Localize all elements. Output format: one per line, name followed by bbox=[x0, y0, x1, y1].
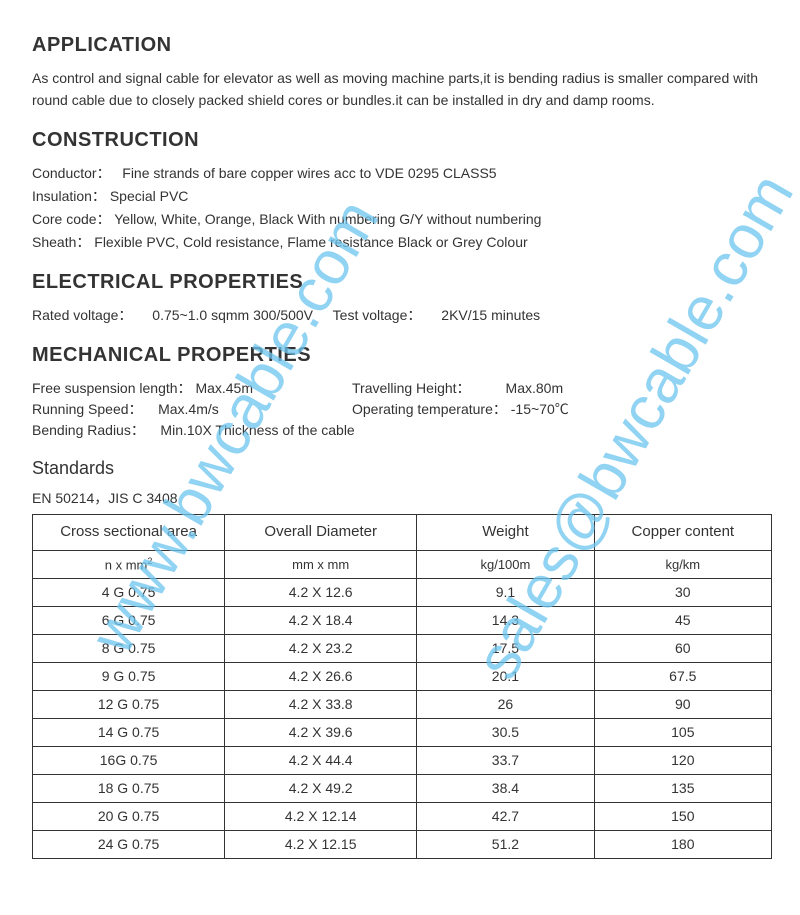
table-cell: 20.1 bbox=[417, 663, 594, 691]
table-row: 8 G 0.754.2 X 23.217.560 bbox=[33, 635, 772, 663]
table-cell: 4.2 X 44.4 bbox=[225, 747, 417, 775]
height-value: Max.80m bbox=[506, 380, 564, 396]
table-cell: 60 bbox=[594, 635, 771, 663]
table-cell: 17.5 bbox=[417, 635, 594, 663]
application-text: As control and signal cable for elevator… bbox=[32, 68, 772, 111]
corecode-value: Yellow, White, Orange, Black With number… bbox=[114, 211, 541, 227]
conductor-value: Fine strands of bare copper wires acc to… bbox=[122, 165, 496, 181]
corecode-line: Core code： Yellow, White, Orange, Black … bbox=[32, 209, 772, 230]
construction-heading: CONSTRUCTION bbox=[32, 125, 772, 155]
table-cell: 4.2 X 12.6 bbox=[225, 579, 417, 607]
table-cell: 30.5 bbox=[417, 719, 594, 747]
table-cell: 8 G 0.75 bbox=[33, 635, 225, 663]
height-label: Travelling Height： bbox=[352, 380, 471, 396]
table-cell: 4.2 X 49.2 bbox=[225, 775, 417, 803]
table-cell: 150 bbox=[594, 803, 771, 831]
table-cell: 38.4 bbox=[417, 775, 594, 803]
mech-row-1: Free suspension length： Max.45m Travelli… bbox=[32, 378, 772, 399]
table-cell: 105 bbox=[594, 719, 771, 747]
table-cell: 30 bbox=[594, 579, 771, 607]
conductor-label: Conductor： bbox=[32, 165, 111, 181]
corecode-label: Core code： bbox=[32, 211, 111, 227]
sheath-line: Sheath： Flexible PVC, Cold resistance, F… bbox=[32, 232, 772, 253]
radius-value: Min.10X Thickness of the cable bbox=[160, 422, 354, 438]
table-cell: 14.3 bbox=[417, 607, 594, 635]
table-cell: 24 G 0.75 bbox=[33, 831, 225, 859]
table-row: 14 G 0.754.2 X 39.630.5105 bbox=[33, 719, 772, 747]
th-copper: Copper content bbox=[594, 515, 771, 551]
sheath-label: Sheath： bbox=[32, 234, 90, 250]
application-heading: APPLICATION bbox=[32, 30, 772, 60]
table-row: 9 G 0.754.2 X 26.620.167.5 bbox=[33, 663, 772, 691]
table-row: 12 G 0.754.2 X 33.82690 bbox=[33, 691, 772, 719]
table-cell: 51.2 bbox=[417, 831, 594, 859]
table-row: 24 G 0.754.2 X 12.1551.2180 bbox=[33, 831, 772, 859]
table-row: 20 G 0.754.2 X 12.1442.7150 bbox=[33, 803, 772, 831]
test-voltage-value: 2KV/15 minutes bbox=[441, 307, 540, 323]
table-row: 18 G 0.754.2 X 49.238.4135 bbox=[33, 775, 772, 803]
table-cell: 4.2 X 23.2 bbox=[225, 635, 417, 663]
table-cell: 6 G 0.75 bbox=[33, 607, 225, 635]
table-cell: 26 bbox=[417, 691, 594, 719]
suspension-value: Max.45m bbox=[195, 380, 253, 396]
mechanical-heading: MECHANICAL PROPERTIES bbox=[32, 340, 772, 370]
radius-line: Bending Radius： Min.10X Thickness of the… bbox=[32, 420, 772, 441]
th-weight: Weight bbox=[417, 515, 594, 551]
table-cell: 18 G 0.75 bbox=[33, 775, 225, 803]
th-cross-section: Cross sectional area bbox=[33, 515, 225, 551]
table-row: 4 G 0.754.2 X 12.69.130 bbox=[33, 579, 772, 607]
conductor-line: Conductor： Fine strands of bare copper w… bbox=[32, 163, 772, 184]
sheath-value: Flexible PVC, Cold resistance, Flame res… bbox=[94, 234, 527, 250]
table-cell: 42.7 bbox=[417, 803, 594, 831]
speed-value: Max.4m/s bbox=[158, 401, 219, 417]
electrical-heading: ELECTRICAL PROPERTIES bbox=[32, 267, 772, 297]
unit-copper: kg/km bbox=[594, 550, 771, 579]
table-row: 16G 0.754.2 X 44.433.7120 bbox=[33, 747, 772, 775]
table-cell: 9.1 bbox=[417, 579, 594, 607]
radius-label: Bending Radius： bbox=[32, 422, 145, 438]
test-voltage-label: Test voltage： bbox=[333, 307, 422, 323]
table-row: 6 G 0.754.2 X 18.414.345 bbox=[33, 607, 772, 635]
table-header-row: Cross sectional area Overall Diameter We… bbox=[33, 515, 772, 551]
temp-value: -15~70℃ bbox=[511, 401, 569, 417]
table-cell: 135 bbox=[594, 775, 771, 803]
table-cell: 4.2 X 39.6 bbox=[225, 719, 417, 747]
table-cell: 4.2 X 12.15 bbox=[225, 831, 417, 859]
insulation-line: Insulation： Special PVC bbox=[32, 186, 772, 207]
electrical-line: Rated voltage： 0.75~1.0 sqmm 300/500V Te… bbox=[32, 305, 772, 326]
standards-heading: Standards bbox=[32, 455, 772, 482]
table-cell: 90 bbox=[594, 691, 771, 719]
temp-label: Operating temperature： bbox=[352, 401, 507, 417]
unit-weight: kg/100m bbox=[417, 550, 594, 579]
table-cell: 33.7 bbox=[417, 747, 594, 775]
table-cell: 180 bbox=[594, 831, 771, 859]
table-cell: 45 bbox=[594, 607, 771, 635]
table-cell: 4.2 X 12.14 bbox=[225, 803, 417, 831]
table-cell: 16G 0.75 bbox=[33, 747, 225, 775]
unit-diameter: mm x mm bbox=[225, 550, 417, 579]
insulation-value: Special PVC bbox=[110, 188, 189, 204]
standards-text: EN 50214，JIS C 3408 bbox=[32, 488, 772, 510]
table-cell: 4.2 X 33.8 bbox=[225, 691, 417, 719]
speed-label: Running Speed： bbox=[32, 401, 143, 417]
rated-voltage-value: 0.75~1.0 sqmm 300/500V bbox=[152, 307, 313, 323]
th-diameter: Overall Diameter bbox=[225, 515, 417, 551]
rated-voltage-label: Rated voltage： bbox=[32, 307, 132, 323]
table-unit-row: n x mm2 mm x mm kg/100m kg/km bbox=[33, 550, 772, 579]
insulation-label: Insulation： bbox=[32, 188, 106, 204]
table-cell: 12 G 0.75 bbox=[33, 691, 225, 719]
table-cell: 9 G 0.75 bbox=[33, 663, 225, 691]
table-cell: 67.5 bbox=[594, 663, 771, 691]
suspension-label: Free suspension length： bbox=[32, 380, 192, 396]
unit-cross-section: n x mm2 bbox=[33, 550, 225, 579]
table-cell: 20 G 0.75 bbox=[33, 803, 225, 831]
table-cell: 4.2 X 18.4 bbox=[225, 607, 417, 635]
mech-row-2: Running Speed： Max.4m/s Operating temper… bbox=[32, 399, 772, 420]
table-cell: 14 G 0.75 bbox=[33, 719, 225, 747]
table-cell: 120 bbox=[594, 747, 771, 775]
spec-table: Cross sectional area Overall Diameter We… bbox=[32, 514, 772, 859]
table-cell: 4 G 0.75 bbox=[33, 579, 225, 607]
table-cell: 4.2 X 26.6 bbox=[225, 663, 417, 691]
table-body: n x mm2 mm x mm kg/100m kg/km 4 G 0.754.… bbox=[33, 550, 772, 859]
